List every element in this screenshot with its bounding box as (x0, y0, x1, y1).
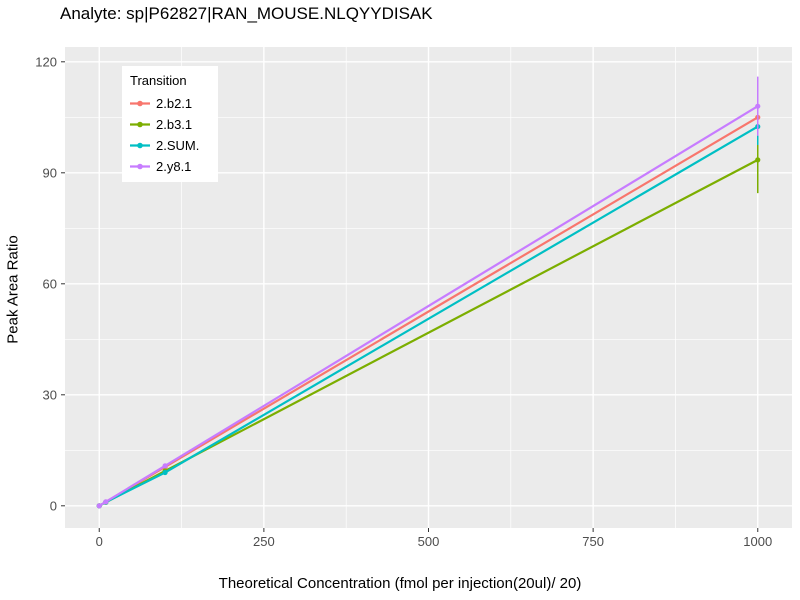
legend-item-label: 2.SUM. (156, 138, 199, 153)
x-tick-label: 750 (582, 534, 604, 549)
data-point (755, 157, 761, 163)
legend-item-label: 2.b3.1 (156, 117, 192, 132)
x-tick-label: 500 (418, 534, 440, 549)
x-tick-label: 0 (96, 534, 103, 549)
y-tick-label: 30 (43, 387, 57, 402)
data-point (162, 463, 168, 469)
legend-item-label: 2.b2.1 (156, 96, 192, 111)
y-tick-label: 60 (43, 276, 57, 291)
data-point (96, 503, 102, 509)
legend-key-point (137, 121, 143, 128)
legend-key-point (137, 142, 143, 149)
legend-key-point (137, 163, 143, 170)
y-tick-label: 90 (43, 165, 57, 180)
data-point (755, 103, 761, 109)
y-tick-label: 0 (50, 498, 57, 513)
legend-item-label: 2.y8.1 (156, 159, 191, 174)
legend-title: Transition (130, 73, 187, 88)
x-axis-label: Theoretical Concentration (fmol per inje… (218, 575, 582, 592)
chart-title: Analyte: sp|P62827|RAN_MOUSE.NLQYYDISAK (60, 4, 433, 23)
x-tick-label: 1000 (743, 534, 772, 549)
data-point (103, 499, 109, 505)
series-line (98, 105, 759, 507)
data-point (162, 469, 168, 476)
y-axis-label: Peak Area Ratio (4, 235, 22, 344)
y-tick-label: 120 (35, 54, 57, 69)
legend-key-point (137, 100, 143, 107)
x-tick-label: 250 (253, 534, 275, 549)
